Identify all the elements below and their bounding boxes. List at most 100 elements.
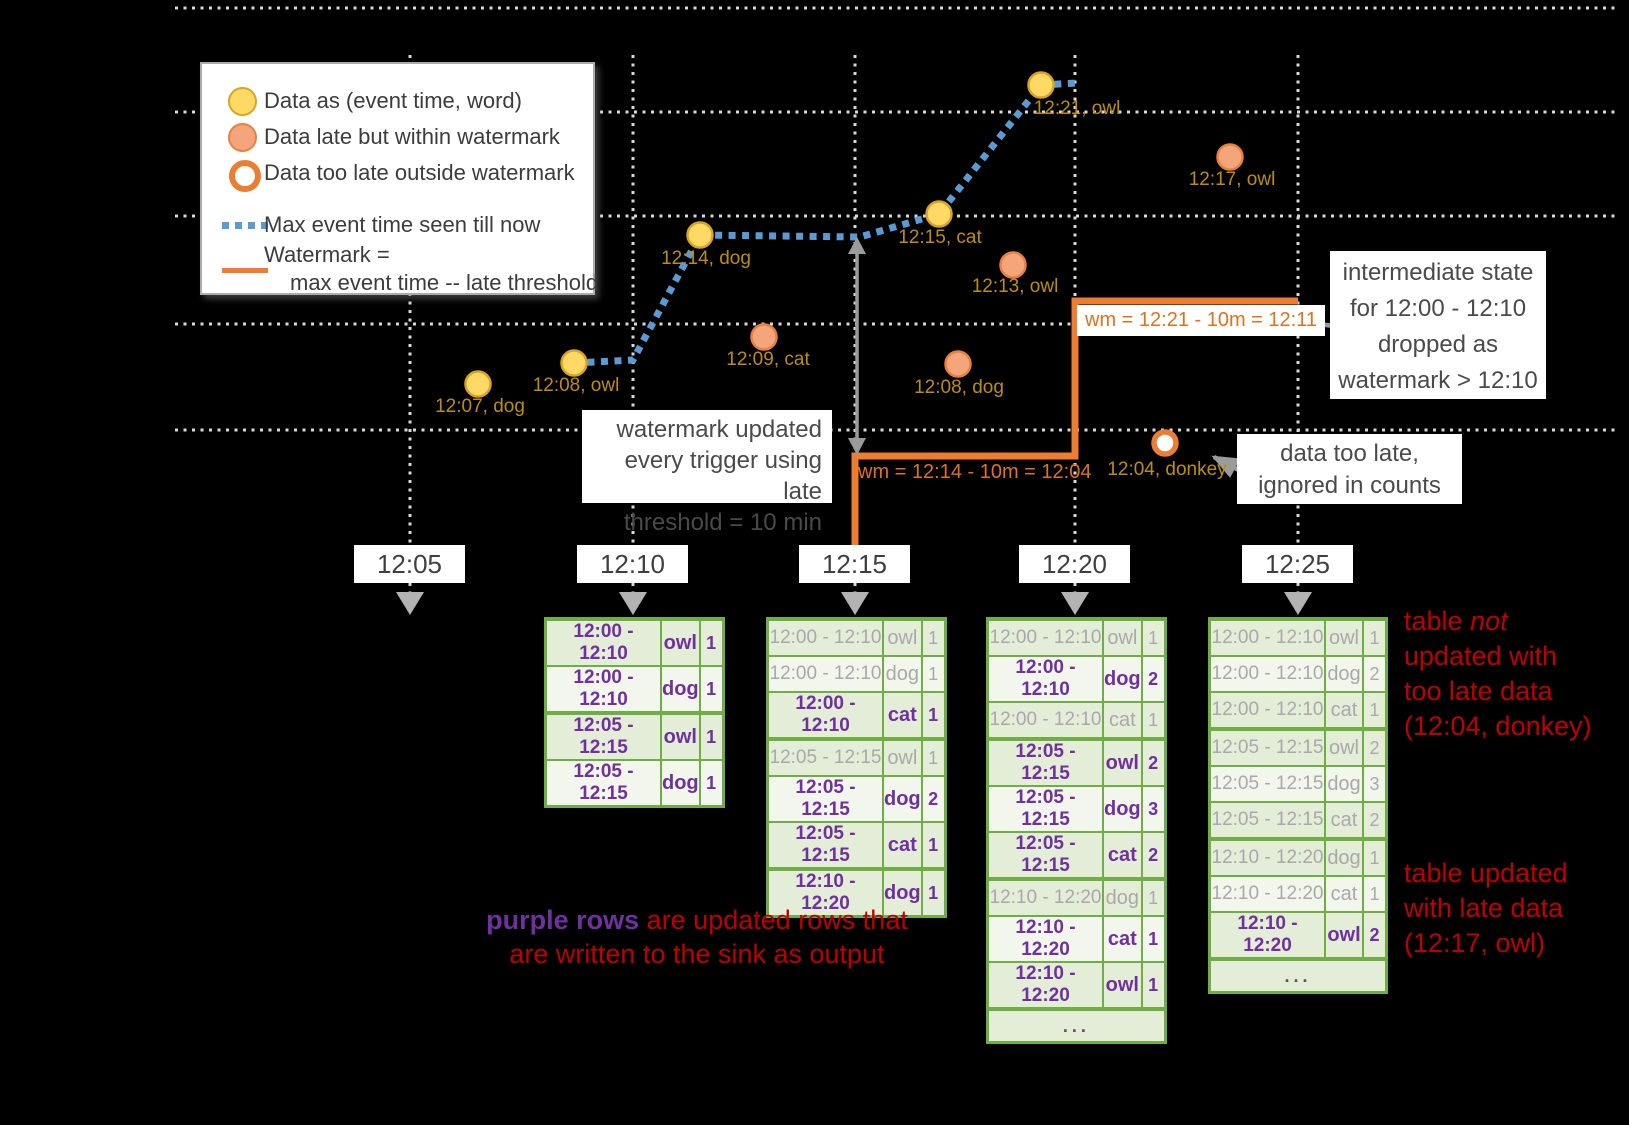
cell-window: 12:00 - 12:10 (986, 655, 1104, 703)
cell-word: dog (660, 665, 701, 714)
data-point-ontime (464, 370, 492, 398)
cell-count: 2 (1362, 727, 1388, 767)
table-row: 12:00 - 12:10 dog 2 (1208, 655, 1388, 693)
note-not-updated: table not updated with too late data (12… (1404, 606, 1592, 741)
table-row: 12:10 - 12:20 owl 1 (986, 961, 1167, 1010)
cell-window: 12:05 - 12:15 (1208, 727, 1326, 767)
table-row: 12:10 - 12:20 dog 1 (986, 877, 1167, 917)
cell-word: owl (1102, 737, 1143, 787)
cell-word: dog (882, 775, 923, 823)
cell-window: 12:00 - 12:10 (766, 655, 884, 693)
table-row: 12:05 - 12:15 dog 3 (986, 785, 1167, 833)
cell-word: owl (660, 617, 701, 667)
table-row: 12:00 - 12:10 owl 1 (766, 617, 947, 657)
cell-word: owl (1324, 911, 1364, 960)
table-row: 12:00 - 12:10 cat 1 (986, 701, 1167, 740)
legend-item-label: Data late but within watermark (264, 124, 560, 149)
data-point-label: 12:09, cat (726, 349, 810, 370)
data-point-late (944, 350, 972, 378)
cell-count: 1 (698, 711, 725, 761)
legend-item-label: Max event time seen till now (264, 212, 541, 237)
cell-word: dog (1102, 785, 1143, 833)
cell-window: 12:10 - 12:20 (1208, 875, 1326, 913)
cell-window: 12:00 - 12:10 (766, 691, 884, 740)
table-row: 12:10 - 12:20 dog 1 (1208, 837, 1388, 877)
cell-window: 12:05 - 12:15 (544, 711, 662, 761)
cell-count: 2 (1362, 911, 1388, 960)
table-row: 12:05 - 12:15 cat 2 (1208, 801, 1388, 840)
data-point-ontime (560, 349, 588, 377)
table-row: 12:00 - 12:10 dog 1 (766, 655, 947, 693)
table-row: 12:05 - 12:15 owl 1 (544, 711, 725, 761)
table-row: 12:05 - 12:15 cat 1 (766, 821, 947, 870)
cell-count: 1 (920, 737, 947, 777)
cell-word: owl (1102, 961, 1143, 1010)
cell-window: 12:10 - 12:20 (986, 877, 1104, 917)
cell-word: dog (1102, 877, 1143, 917)
legend-item-label: Data as (event time, word) (264, 88, 522, 113)
cell-count: 1 (698, 617, 725, 667)
cell-count: 2 (920, 775, 947, 823)
cell-count: 1 (1140, 961, 1167, 1010)
note-sink-lead: purple rows (486, 905, 640, 935)
cell-window: 12:00 - 12:10 (1208, 617, 1326, 657)
cell-count: 1 (1140, 915, 1167, 963)
cell-window: 12:10 - 12:20 (766, 867, 884, 918)
table-row: 12:05 - 12:15 owl 2 (1208, 727, 1388, 767)
data-point-late (750, 323, 778, 351)
data-point-label: 12:21, owl (1033, 98, 1121, 119)
cell-window: 12:05 - 12:15 (986, 737, 1104, 787)
callout-watermark-updated: watermark updated every trigger using la… (582, 410, 832, 536)
table-row: 12:05 - 12:15 owl 1 (766, 737, 947, 777)
cell-window: 12:05 - 12:15 (766, 775, 884, 823)
cell-window: 12:05 - 12:15 (766, 737, 884, 777)
callout-intermediate-state: intermediate state for 12:00 - 12:10 dro… (1330, 251, 1546, 399)
cell-count: 3 (1362, 765, 1388, 803)
cell-word: cat (1102, 701, 1143, 740)
note-updated-late: table updated with late data (12:17, owl… (1404, 858, 1568, 958)
cell-count: 1 (1362, 875, 1388, 913)
data-point-ontime (1027, 71, 1055, 99)
cell-word: owl (1324, 727, 1364, 767)
table-ellipsis-row: ... (986, 1007, 1167, 1044)
trigger-arrowhead (396, 592, 1312, 615)
callout-too-late: data too late, ignored in counts (1237, 434, 1462, 504)
legend-item-label: Watermark = (264, 242, 390, 267)
cell-word: cat (882, 821, 923, 870)
watermark-formula-1: wm = 12:14 - 10m = 12:04 (858, 461, 1092, 483)
cell-word: dog (882, 867, 923, 918)
table-row: 12:00 - 12:10 owl 1 (1208, 617, 1388, 657)
data-point-label: 12:08, dog (914, 377, 1004, 398)
time-label-12-10: 12:10 (577, 545, 688, 583)
cell-count: 1 (920, 691, 947, 740)
cell-count: 2 (1362, 655, 1388, 693)
table-row: 12:05 - 12:15 owl 2 (986, 737, 1167, 787)
data-point-label: 12:04, donkey (1107, 459, 1227, 480)
cell-count: 2 (1140, 655, 1167, 703)
watermark-line-icon (222, 268, 268, 273)
cell-word: owl (882, 617, 923, 657)
cell-word: cat (1324, 875, 1364, 913)
result-table-12-15: 12:00 - 12:10 owl 1 12:00 - 12:10 dog 1 12:00 … (766, 617, 947, 918)
cell-window: 12:00 - 12:10 (986, 617, 1104, 657)
result-table-12-20: 12:00 - 12:10 owl 1 12:00 - 12:10 dog 2 12:00 … (986, 617, 1167, 1044)
cell-window: 12:05 - 12:15 (986, 785, 1104, 833)
cell-window: 12:10 - 12:20 (986, 961, 1104, 1010)
data-point-label: 12:07, dog (435, 396, 525, 417)
data-point-ontime (925, 200, 953, 228)
cell-word: dog (1102, 655, 1143, 703)
data-point-label: 12:17, owl (1188, 169, 1276, 190)
table-row: 12:00 - 12:10 cat 1 (1208, 691, 1388, 730)
cell-count: 2 (1362, 801, 1388, 840)
cell-word: cat (1102, 915, 1143, 963)
cell-count: 1 (1362, 837, 1388, 877)
time-label-12-05: 12:05 (354, 545, 465, 583)
cell-word: cat (1324, 691, 1364, 730)
table-row: 12:00 - 12:10 dog 1 (544, 665, 725, 714)
cell-window: 12:05 - 12:15 (1208, 801, 1326, 840)
table-row: 12:05 - 12:15 cat 2 (986, 831, 1167, 880)
cell-word: dog (882, 655, 923, 693)
data-point-label: 12:15, cat (898, 227, 982, 248)
cell-word: cat (882, 691, 923, 740)
